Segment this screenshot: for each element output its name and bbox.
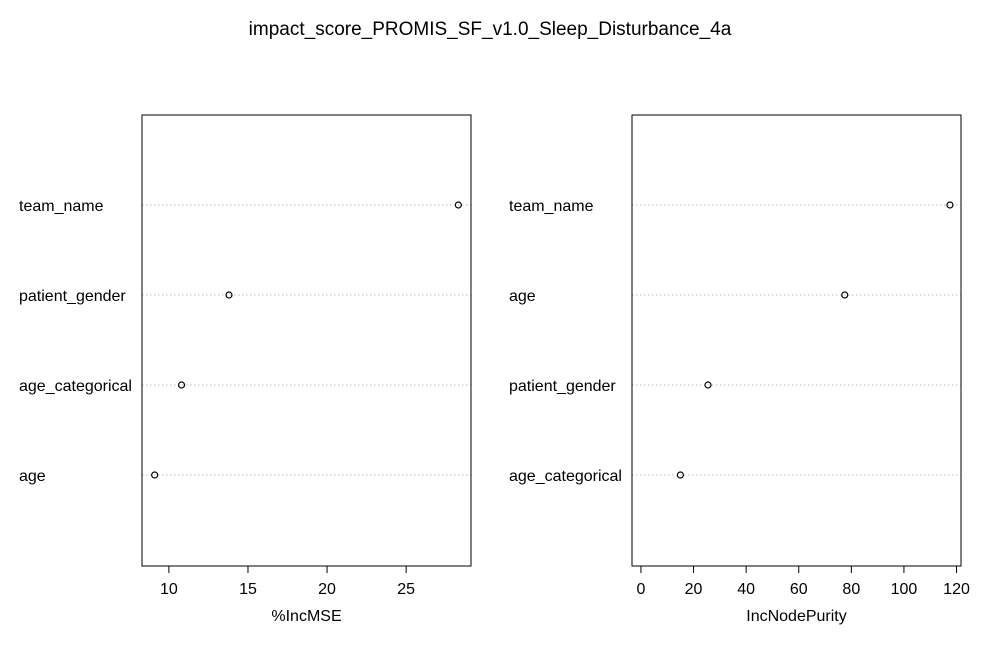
incnodepurity-x-tick-label: 20 [685,581,703,598]
incnodepurity-category-label: team_name [509,198,594,215]
incmse-point [225,291,233,299]
incmse-category-label: team_name [19,198,104,215]
incnodepurity-point [704,381,712,389]
incnodepurity-plot-frame [631,114,962,567]
incmse-category-label: age_categorical [19,378,132,395]
incnodepurity-x-tick-label: 120 [943,581,970,598]
incnodepurity-x-tick-label: 0 [636,581,645,598]
incnodepurity-x-tick-label: 40 [737,581,755,598]
incmse-x-axis-title: %IncMSE [271,608,341,625]
incmse-x-tick-label: 15 [239,581,257,598]
incnodepurity-x-axis-title: IncNodePurity [746,608,847,625]
incmse-x-tick-label: 10 [160,581,178,598]
incnodepurity-point [946,201,954,209]
incmse-x-tick-label: 25 [397,581,415,598]
incnodepurity-point [676,471,684,479]
incmse-category-label: age [19,468,46,485]
incmse-panel: team_name patient_gender age_categoricalag… [19,114,472,625]
incmse-x-tick-label: 20 [318,581,336,598]
incnodepurity-category-label: patient_gender [509,378,616,395]
incnodepurity-x-tick-label: 60 [790,581,808,598]
incmse-point [177,381,186,389]
incnodepurity-category-label: age [509,288,536,305]
incnodepurity-x-tick-label: 80 [842,581,860,598]
incnodepurity-point [841,291,849,299]
incmse-category-label: patient_gender [19,288,126,305]
panels: team_namepatient_genderage_categoricalag… [19,114,970,625]
incnodepurity-x-tick-label: 100 [891,581,918,598]
incmse-point [454,201,462,209]
incmse-plot-frame [141,114,472,567]
incmse-point [151,471,159,479]
incnodepurity-category-label: age_categorical [509,468,622,485]
chart-title: impact_score_PROMIS_SF_v1.0_Sleep_Distur… [249,19,732,40]
